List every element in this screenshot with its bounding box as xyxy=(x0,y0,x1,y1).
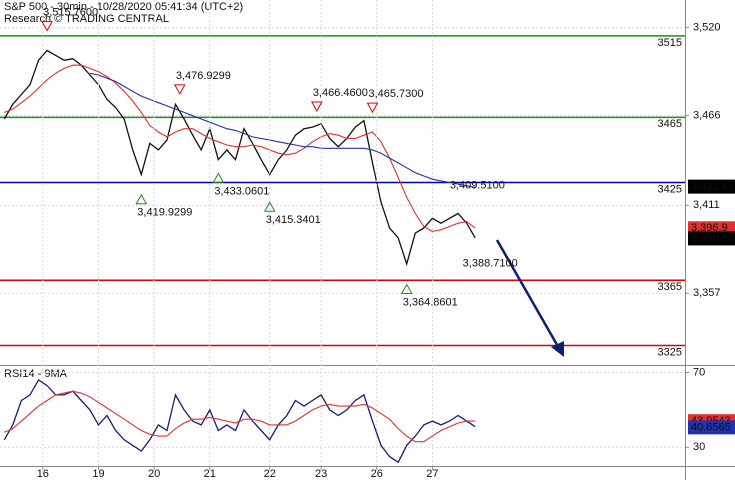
high-marker xyxy=(173,84,186,95)
annotation: 3,364.8601 xyxy=(403,296,458,308)
y-tick-label: 30 xyxy=(693,441,705,453)
annotation: 3,419.9299 xyxy=(137,207,192,219)
rsi-title: RSI14 - 9MA xyxy=(4,368,68,380)
y-tick-label: 3,466 xyxy=(693,110,721,122)
x-tick-label: 16 xyxy=(37,468,49,480)
x-tick-label: 26 xyxy=(371,468,383,480)
price-tag-label: 3,396.9 xyxy=(691,222,728,234)
series-line xyxy=(3,49,476,267)
level-label: 3365 xyxy=(658,281,682,293)
level-label: 3425 xyxy=(658,183,682,195)
annotation: 3,415.3401 xyxy=(266,214,321,226)
series-line xyxy=(4,390,476,443)
level-label: 3515 xyxy=(658,37,682,49)
series-line xyxy=(4,64,476,232)
annotation: 3,476.9299 xyxy=(176,70,231,82)
x-tick-label: 20 xyxy=(148,468,160,480)
chart-title: S&P 500 - 30min - 10/28/2020 05:41:34 (U… xyxy=(4,1,243,13)
forecast-arrow xyxy=(495,239,564,357)
low-marker xyxy=(135,193,148,205)
price-tag-label: 40.6565 xyxy=(691,421,731,433)
low-marker xyxy=(263,201,276,212)
high-marker xyxy=(41,21,53,32)
price-tag-label: 3,390.68 xyxy=(691,232,734,244)
series-line xyxy=(3,379,476,464)
high-marker xyxy=(366,102,379,114)
high-marker xyxy=(310,101,323,112)
price-tag-label: 3,422.47 xyxy=(691,181,734,193)
price-tag xyxy=(688,420,735,435)
x-tick-label: 27 xyxy=(426,468,438,480)
y-tick-label: 3,411 xyxy=(693,199,720,211)
annotation: 3,388.7100 xyxy=(463,258,518,270)
x-tick-label: 21 xyxy=(204,468,216,480)
annotation: 3,433.0601 xyxy=(214,185,269,197)
x-tick-label: 22 xyxy=(264,468,276,480)
annotation: 3,466.4600 xyxy=(313,87,368,99)
y-tick-label: 3,357 xyxy=(693,287,721,299)
annotation: 3,465.7300 xyxy=(368,88,423,100)
low-marker xyxy=(400,283,413,294)
annotation: 3,515.7600 xyxy=(43,7,98,19)
y-tick-label: 70 xyxy=(693,366,705,378)
price-tag xyxy=(688,179,735,194)
level-label: 3325 xyxy=(658,346,682,358)
arrow-shaft xyxy=(495,239,562,351)
x-tick-label: 19 xyxy=(92,468,104,480)
level-label: 3465 xyxy=(658,118,682,130)
price-tag xyxy=(688,231,735,246)
low-marker xyxy=(212,172,225,183)
x-tick-label: 23 xyxy=(315,468,327,480)
annotation: 3,409.5100 xyxy=(450,180,505,192)
y-tick-label: 3,520 xyxy=(693,22,721,34)
arrow-head xyxy=(551,341,564,357)
